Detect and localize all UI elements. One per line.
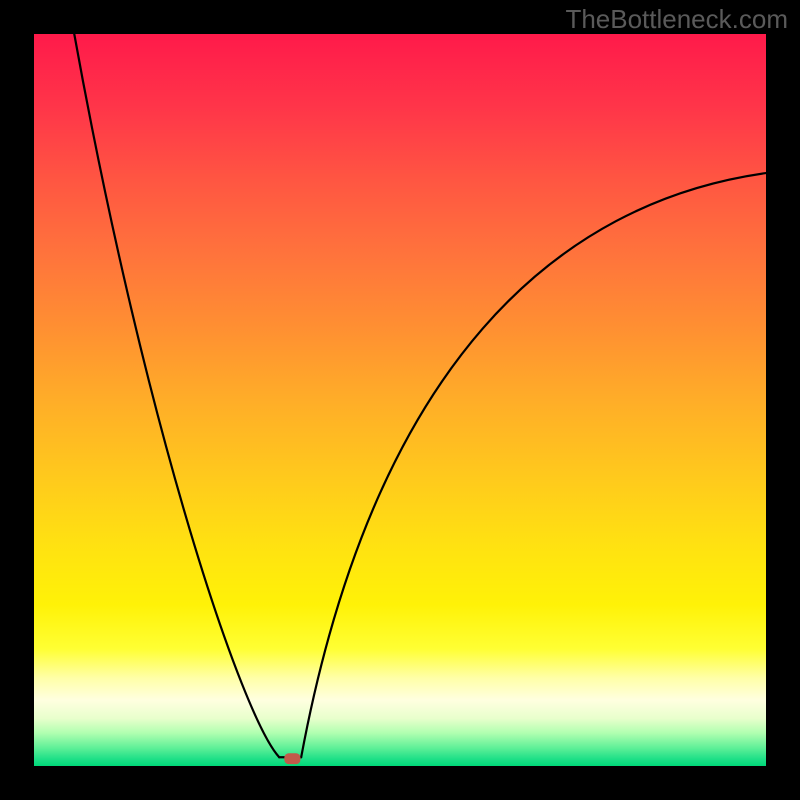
- watermark-text: TheBottleneck.com: [565, 4, 788, 35]
- optimal-point-marker: [284, 753, 300, 764]
- chart-container: TheBottleneck.com: [0, 0, 800, 800]
- bottleneck-chart: [0, 0, 800, 800]
- plot-area: [34, 34, 766, 766]
